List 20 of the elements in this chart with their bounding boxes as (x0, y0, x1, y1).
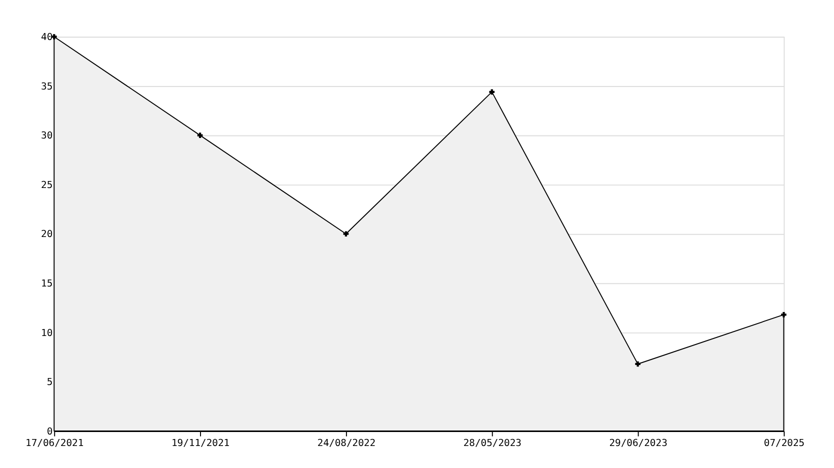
x-tick-label: 19/11/2021 (171, 438, 230, 449)
x-tick-label: 24/08/2022 (317, 438, 376, 449)
y-tick-label: 25 (41, 180, 53, 191)
x-tick-label: 07/2025 (764, 438, 805, 449)
y-tick-label: 15 (41, 278, 53, 290)
y-tick-label: 35 (41, 81, 53, 92)
x-tick-label: 29/06/2023 (609, 438, 668, 449)
y-tick-label: 0 (46, 426, 53, 438)
y-tick-label: 5 (46, 377, 53, 388)
y-tick-label: 30 (41, 130, 53, 142)
point (635, 361, 640, 367)
point (343, 231, 349, 237)
point (489, 89, 495, 95)
x-tick-label: 17/06/2021 (26, 438, 84, 449)
point (781, 312, 786, 318)
y-tick-label: 40 (41, 32, 53, 44)
x-tick-label: 28/05/2023 (463, 438, 522, 449)
y-tick-label: 10 (41, 328, 53, 339)
point (197, 132, 203, 138)
y-tick-label: 20 (41, 229, 53, 240)
